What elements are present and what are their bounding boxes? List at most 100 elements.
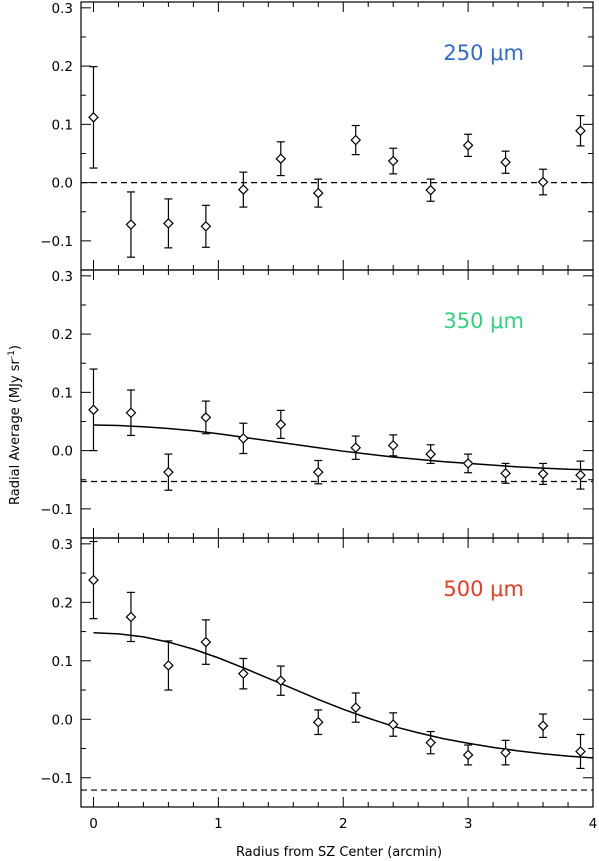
y-axis-title-main: Radial Average (MJy sr	[8, 358, 23, 505]
diamond-marker	[237, 433, 249, 444]
diamond-marker	[200, 220, 212, 232]
data-point	[575, 460, 586, 490]
data-point	[462, 744, 474, 766]
diamond-marker	[125, 611, 137, 623]
data-point	[88, 540, 99, 620]
diamond-marker	[237, 184, 249, 195]
data-point	[88, 368, 99, 452]
diamond-marker	[387, 155, 399, 167]
diamond-marker	[163, 218, 174, 229]
data-point	[88, 66, 99, 169]
diamond-marker	[237, 668, 249, 680]
data-point	[387, 434, 399, 457]
diamond-marker	[163, 466, 174, 478]
data-point	[125, 591, 137, 643]
y-tick-label: 0.1	[52, 117, 73, 133]
data-point	[387, 712, 399, 737]
diamond-marker	[163, 660, 174, 671]
diamond-marker	[275, 419, 287, 430]
data-point	[575, 115, 586, 147]
data-point	[312, 178, 324, 208]
model-curve	[93, 631, 594, 759]
y-tick-label: −0.1	[40, 771, 73, 787]
x-tick-label: 1	[214, 816, 223, 832]
data-point	[275, 141, 287, 177]
diamond-marker	[425, 184, 437, 196]
diamond-marker	[350, 702, 362, 713]
y-tick-label: 0.2	[52, 595, 73, 611]
x-tick-label: 0	[89, 816, 98, 832]
diamond-marker	[88, 404, 99, 416]
diamond-marker	[575, 125, 586, 137]
data-point	[237, 422, 249, 455]
y-tick-label: −0.1	[40, 234, 73, 250]
diamond-marker	[537, 720, 549, 732]
x-tick-label: 2	[339, 816, 348, 832]
data-point	[462, 453, 474, 474]
y-tick-label: 0.3	[52, 1, 73, 17]
data-point	[312, 709, 324, 736]
data-point	[500, 150, 511, 174]
y-tick-label: 0.0	[52, 176, 73, 192]
diamond-marker	[387, 440, 399, 451]
data-point	[200, 400, 212, 435]
diamond-marker	[125, 219, 137, 230]
data-point	[537, 713, 549, 739]
x-tick-label: 3	[464, 816, 473, 832]
diamond-marker	[312, 716, 324, 728]
y-axis-title: Radial Average (MJy sr-1)	[7, 345, 23, 505]
y-tick-label: 0.1	[52, 654, 73, 670]
diamond-marker	[200, 412, 212, 423]
diamond-marker	[350, 134, 362, 146]
data-point	[237, 171, 249, 208]
data-point	[237, 657, 249, 690]
diamond-marker	[462, 139, 474, 151]
diamond-marker	[312, 466, 324, 478]
diamond-marker	[425, 737, 437, 749]
data-point	[575, 733, 586, 770]
data-point	[275, 665, 287, 696]
band-label: 250 μm	[443, 41, 524, 65]
data-point	[350, 692, 362, 723]
diamond-marker	[312, 187, 324, 199]
data-point	[537, 168, 549, 196]
data-point	[537, 462, 549, 485]
diamond-marker	[125, 407, 137, 419]
diamond-marker	[387, 719, 399, 730]
data-point	[163, 198, 174, 249]
y-tick-label: 0.0	[52, 444, 73, 460]
data-point	[500, 462, 511, 484]
model-curve	[93, 424, 594, 471]
band-label: 500 μm	[443, 577, 524, 601]
diamond-marker	[200, 636, 212, 648]
y-tick-label: 0.3	[52, 269, 73, 285]
panel-0: −0.1 0.0 0.1 0.2 0.3 250 μm	[40, 1, 594, 271]
data-point	[500, 739, 511, 766]
diamond-marker	[537, 176, 549, 188]
data-point	[425, 444, 437, 465]
diamond-marker	[500, 156, 511, 168]
diamond-marker	[275, 675, 287, 687]
diamond-marker	[575, 746, 586, 757]
panel-2: −0.1 0.0 0.1 0.2 0.3 0 1 2 3 4 500 μm	[40, 537, 597, 832]
diamond-marker	[575, 469, 586, 481]
diamond-marker	[425, 448, 437, 460]
y-tick-label: 0.1	[52, 385, 73, 401]
diamond-marker	[462, 749, 474, 761]
data-point	[387, 147, 399, 175]
panel-1: −0.1 0.0 0.1 0.2 0.3 350 μm	[40, 269, 594, 539]
data-point	[275, 409, 287, 439]
x-axis-title: Radius from SZ Center (arcmin)	[236, 845, 442, 860]
diamond-marker	[500, 747, 511, 758]
y-tick-label: 0.3	[52, 537, 73, 553]
band-label: 350 μm	[443, 309, 524, 333]
diamond-marker	[88, 112, 99, 123]
diamond-marker	[275, 153, 287, 165]
panel-frame	[80, 537, 594, 808]
diamond-marker	[350, 442, 362, 454]
data-point	[425, 178, 437, 202]
data-point	[462, 133, 474, 157]
y-tick-label: 0.0	[52, 712, 73, 728]
